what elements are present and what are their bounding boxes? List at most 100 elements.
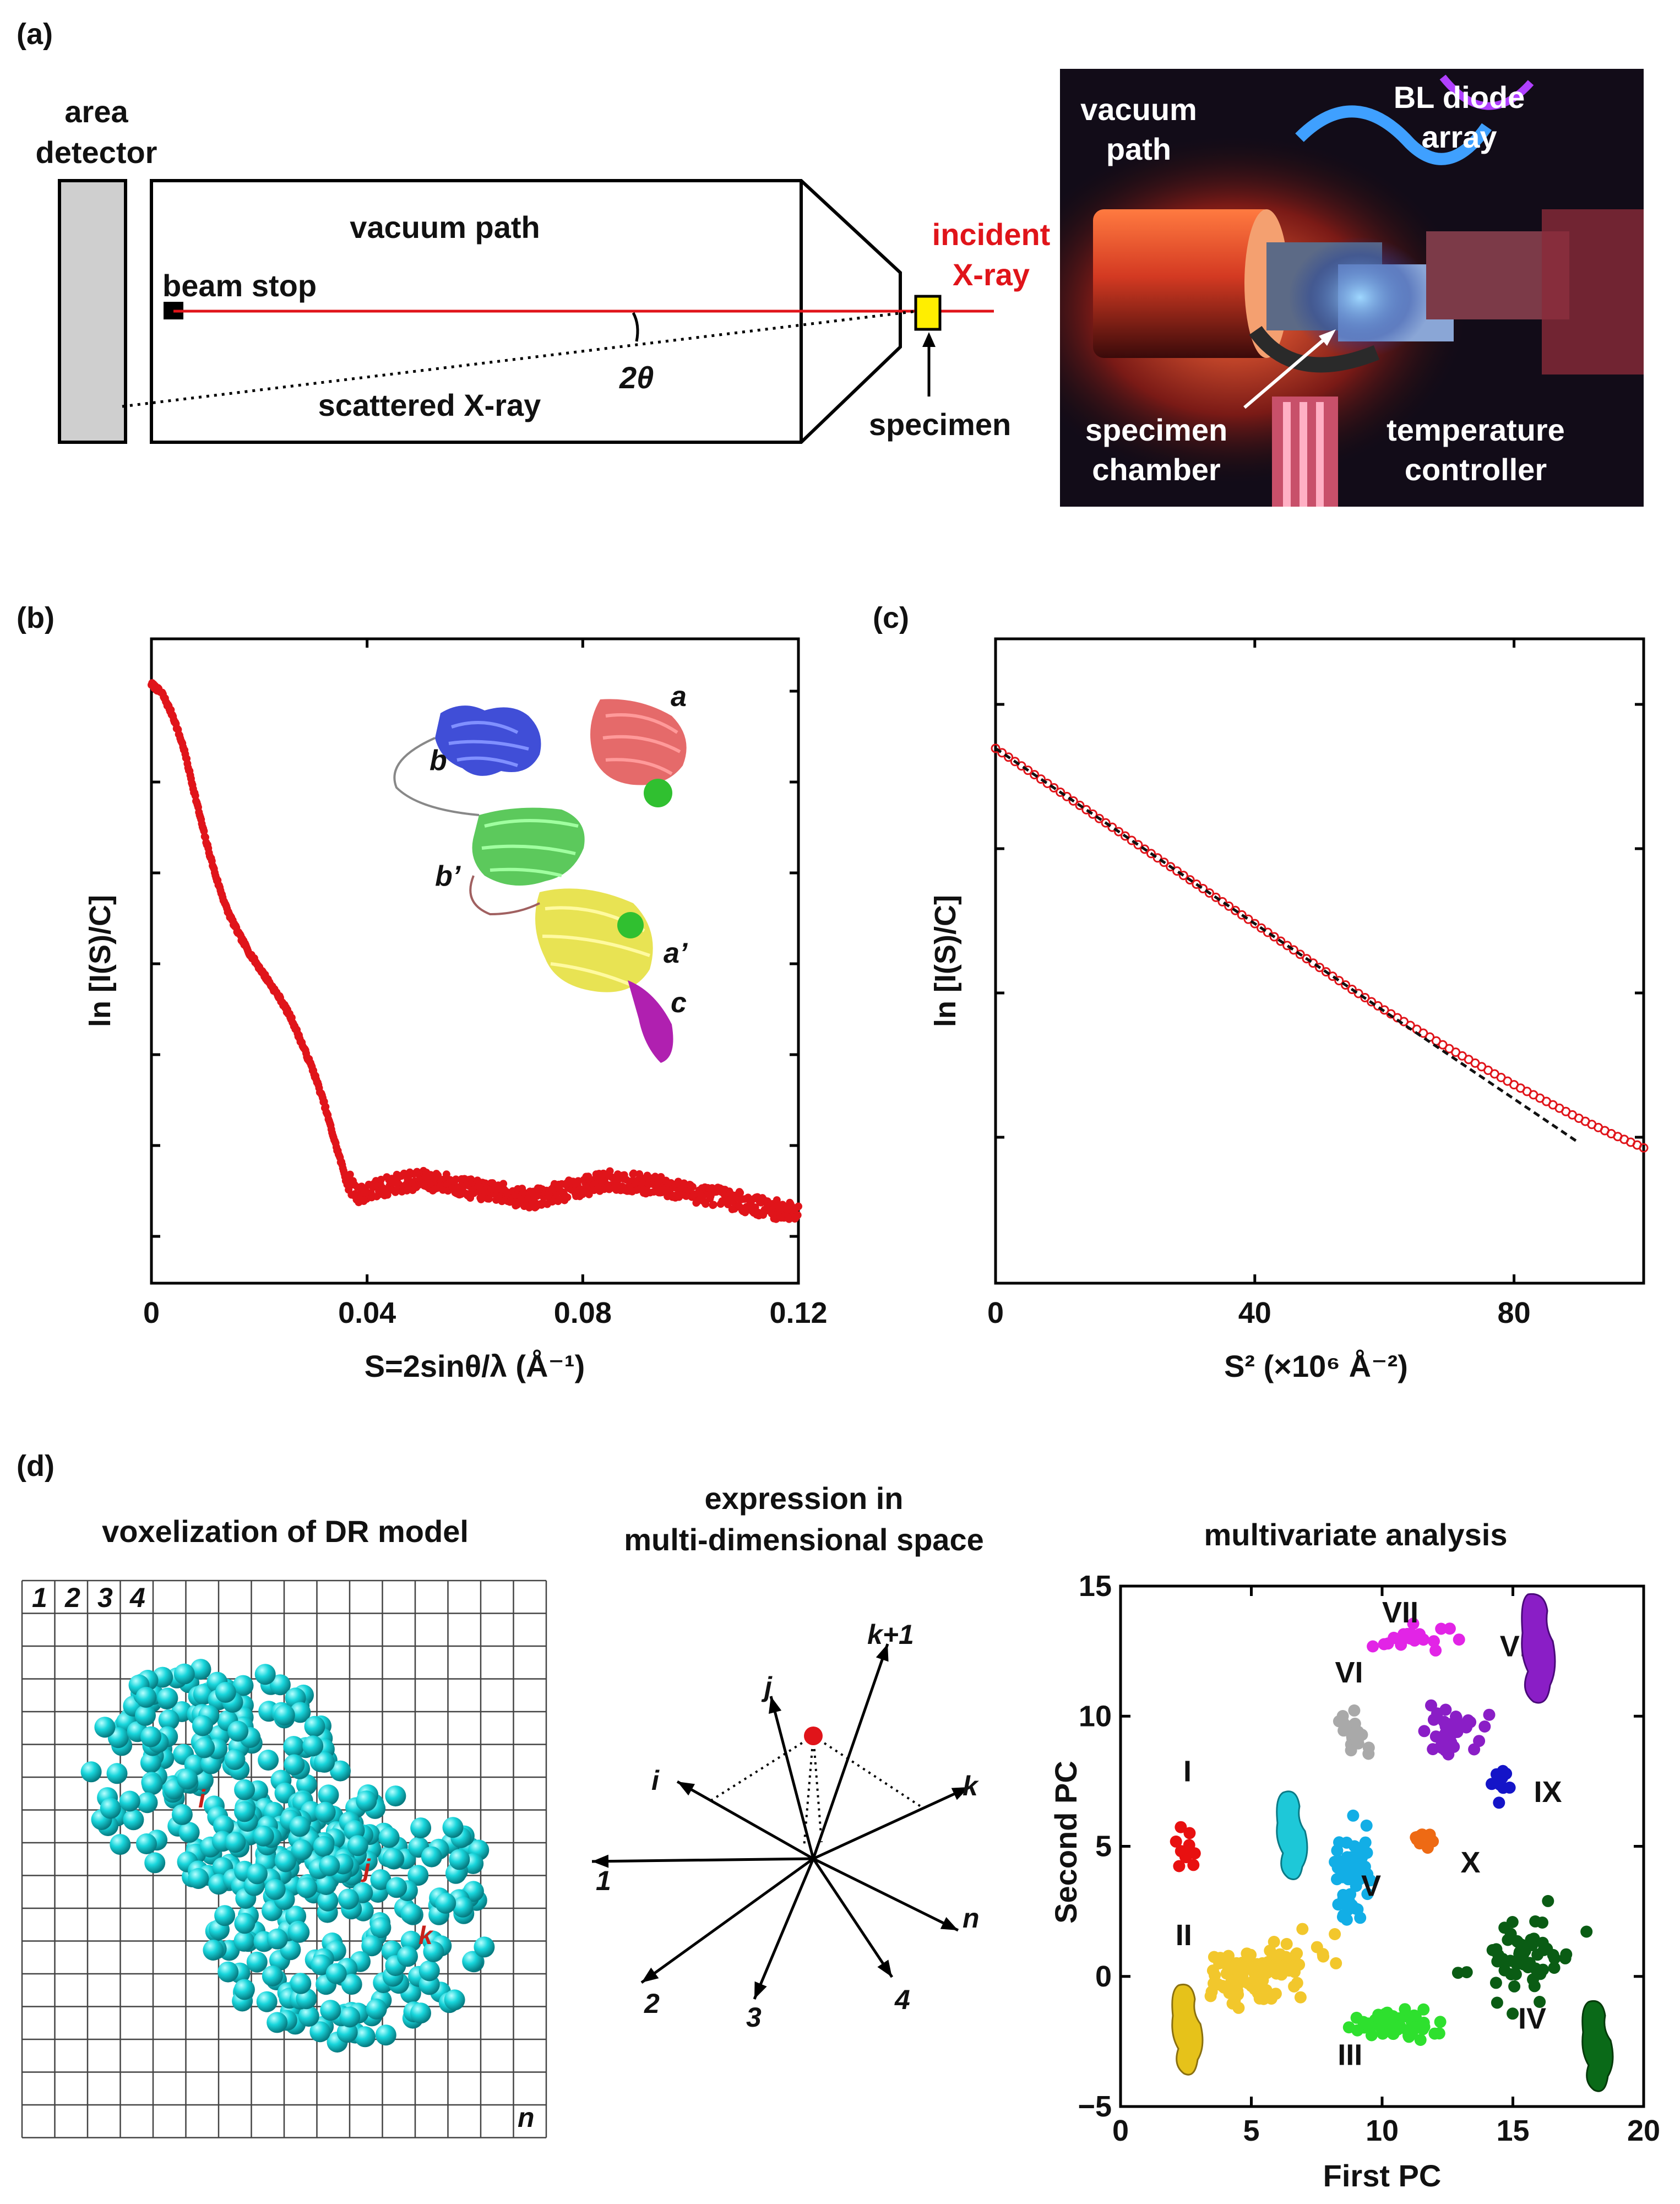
chart-c-point [1308,958,1318,968]
chart-c-point [1198,883,1208,893]
chart-d-point [1247,1975,1259,1988]
dr-model-sphere [234,1779,255,1800]
chart-d-point [1354,1912,1367,1924]
space-axis-arrowhead [768,1696,782,1714]
dr-model-sphere [123,1809,144,1831]
chart-c-point [1030,770,1040,780]
chart-c-xlabel: S² (×10⁶ Å⁻²) [1224,1349,1408,1383]
dr-model-sphere [320,2000,341,2021]
dr-model-sphere [318,1784,339,1806]
space-axis-arrowhead [876,1644,889,1662]
bead-model-shapes [1171,1593,1614,2092]
voxelization-panel: voxelization of DR model 1 2 3 4 n i j k [21,1514,547,2138]
bead-model-darkgreen [1581,2000,1614,2092]
chart-d-point [1507,2007,1519,2020]
dr-model-sphere [157,1687,178,1709]
dr-model-sphere [296,1877,318,1898]
chart-c-point [1263,927,1273,937]
chart-d-point [1362,1747,1375,1760]
dr-model-sphere [136,1833,157,1854]
axis-label-4: 4 [894,1984,910,2015]
dr-model-sphere [142,1774,163,1795]
dr-model-sphere [452,1896,474,1918]
chart-d-point [1548,1952,1561,1964]
dr-model-sphere [442,1817,464,1838]
chart-d-point [1414,2034,1427,2046]
chart-d-point [1288,1980,1301,1993]
dr-model-sphere [215,1681,236,1703]
chart-c-point [1120,831,1130,841]
dr-model-sphere [385,1785,406,1807]
space-title-line1: expression in [704,1481,903,1516]
dr-model-sphere [302,1735,324,1757]
chart-d-point [1460,1966,1473,1979]
chart-c-point [1166,862,1176,872]
scattered-xray-label: scattered X-ray [318,388,541,422]
chart-d-point [1483,1708,1496,1721]
axis-label-k-plus-1: k+1 [867,1619,914,1650]
chart-d-point [1293,1958,1306,1971]
dr-model-sphere [341,1974,362,1995]
incident-xray-label-2: X-ray [953,257,1030,292]
chart-d-point [1365,2029,1378,2042]
chart-d-point [1329,1928,1341,1940]
chart-d-point [1429,1644,1442,1657]
axis-label-3: 3 [746,2002,762,2033]
chart-c-point [1276,936,1286,946]
chart-b-point [585,1190,593,1198]
chart-b-point [606,1167,614,1175]
chart-c-point [1159,857,1169,867]
photo-temperature-label-2: controller [1405,452,1547,487]
chart-c-point [1127,835,1137,845]
projection-dotted-2 [812,1735,922,1807]
chart-d-point [1529,1962,1542,1975]
chart-b-xtick-label: 0.04 [338,1296,396,1329]
chart-b-point [795,1202,802,1210]
chart-c-point [1056,787,1065,797]
chart-d-cluster-label: I [1183,1755,1192,1788]
chart-d-point [1342,1855,1355,1868]
chart-d-cluster-label: IX [1534,1776,1562,1809]
dr-model-sphere [214,1905,236,1926]
chart-d-point [1541,1942,1553,1955]
photo-specimen-chamber-label-2: chamber [1092,452,1220,487]
chart-d-point [1413,1837,1426,1850]
dr-model-sphere [386,1877,407,1898]
chart-c-point [1172,866,1182,876]
chart-d-point [1500,1767,1513,1780]
chart-d-point [1330,1957,1342,1969]
photo-vacuum-label-2: path [1106,132,1171,166]
chart-d-point [1175,1821,1187,1833]
chart-d-point [1548,1962,1561,1974]
space-axis-line [812,1785,970,1860]
dr-model-sphere [135,1704,156,1726]
dr-model-sphere [188,1868,209,1889]
incident-xray-label-1: incident [932,217,1051,252]
chart-d-title: multivariate analysis [1204,1517,1508,1552]
chart-c-point [1204,888,1214,898]
chart-c-point [1237,910,1247,920]
chart-d-point [1534,1996,1546,2008]
dr-model-sphere [283,1736,305,1757]
dr-model-sphere [119,1790,140,1812]
space-axis-arrowhead [951,1787,969,1800]
chart-b-point [346,1170,354,1179]
photo-specimen-chamber-label-1: specimen [1085,412,1227,447]
chart-b-frame [150,637,800,1285]
chart-d-point [1283,1964,1295,1977]
chart-d-point [1526,1939,1538,1951]
chart-c-ticks: 0 40 80 [987,639,1644,1329]
dr-model-sphere [264,1879,286,1900]
chart-b-point [702,1200,710,1208]
photo-vacuum-label-1: vacuum [1080,92,1197,127]
space-axis-arrowhead [877,1959,892,1977]
dr-model-sphere [382,1848,404,1869]
chart-d-point [1250,1961,1263,1973]
dr-model-sphere [275,1851,296,1872]
dr-model-sphere [80,1761,102,1783]
dr-model-sphere [449,1849,470,1870]
dr-model-sphere [284,1754,305,1776]
projection-dotted-3 [803,1735,814,1848]
dr-model-sphere [339,2006,361,2028]
